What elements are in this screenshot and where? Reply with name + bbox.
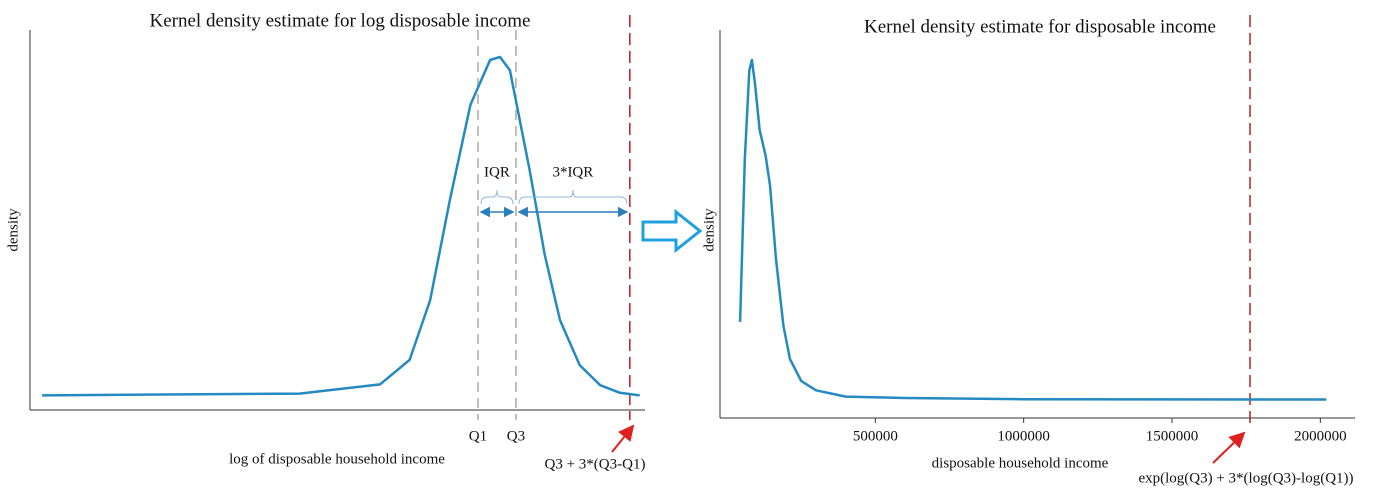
x-axis-label: disposable household income: [932, 455, 1109, 471]
transition-arrow: [641, 208, 703, 254]
density-curve: [42, 55, 640, 397]
x-tick-label: Q1: [469, 428, 487, 444]
x-tick-label: Q3: [507, 428, 525, 444]
pointer-arrow: [1212, 431, 1246, 464]
chart-title: Kernel density estimate for disposable i…: [864, 16, 1216, 37]
y-axis-label: density: [701, 208, 717, 252]
x-tick-label: 500000: [853, 428, 898, 444]
x-tick-label: 2000000: [1294, 428, 1347, 444]
pointer-arrow: [611, 424, 635, 453]
x-tick-label: 1000000: [997, 428, 1050, 444]
threshold-label: exp(log(Q3) + 3*(log(Q3)-log(Q1)): [1138, 470, 1353, 486]
y-axis-label: density: [5, 208, 21, 252]
brace: [518, 189, 628, 205]
bracket-label: IQR: [484, 164, 510, 180]
density-curve: [738, 58, 1327, 401]
bracket-label: 3*IQR: [552, 164, 593, 180]
chart-title: Kernel density estimate for log disposab…: [150, 10, 531, 31]
brace: [480, 189, 514, 205]
x-axis-label: log of disposable household income: [229, 451, 445, 467]
threshold-label: Q3 + 3*(Q3-Q1): [545, 456, 646, 472]
x-tick-label: 1500000: [1146, 428, 1199, 444]
